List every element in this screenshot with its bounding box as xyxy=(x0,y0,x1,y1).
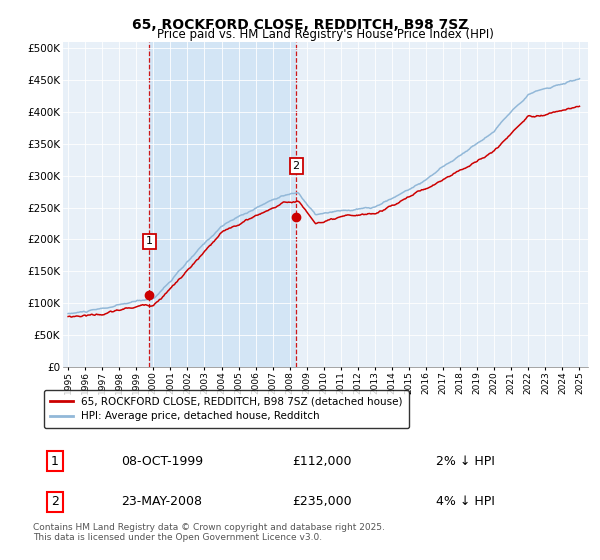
Text: Contains HM Land Registry data © Crown copyright and database right 2025.
This d: Contains HM Land Registry data © Crown c… xyxy=(33,522,385,542)
Bar xyxy=(149,42,296,367)
Text: 2: 2 xyxy=(293,161,300,171)
Text: 1: 1 xyxy=(51,455,59,468)
Text: 23-MAY-2008: 23-MAY-2008 xyxy=(121,496,202,508)
Text: 2: 2 xyxy=(51,496,59,508)
Title: Price paid vs. HM Land Registry's House Price Index (HPI): Price paid vs. HM Land Registry's House … xyxy=(157,28,494,41)
Text: 2% ↓ HPI: 2% ↓ HPI xyxy=(436,455,495,468)
Text: £235,000: £235,000 xyxy=(292,496,352,508)
Text: 08-OCT-1999: 08-OCT-1999 xyxy=(121,455,203,468)
Legend: 65, ROCKFORD CLOSE, REDDITCH, B98 7SZ (detached house), HPI: Average price, deta: 65, ROCKFORD CLOSE, REDDITCH, B98 7SZ (d… xyxy=(44,390,409,428)
Text: 1: 1 xyxy=(146,236,153,246)
Text: £112,000: £112,000 xyxy=(292,455,352,468)
Text: 65, ROCKFORD CLOSE, REDDITCH, B98 7SZ: 65, ROCKFORD CLOSE, REDDITCH, B98 7SZ xyxy=(132,18,468,32)
Text: 4% ↓ HPI: 4% ↓ HPI xyxy=(436,496,495,508)
